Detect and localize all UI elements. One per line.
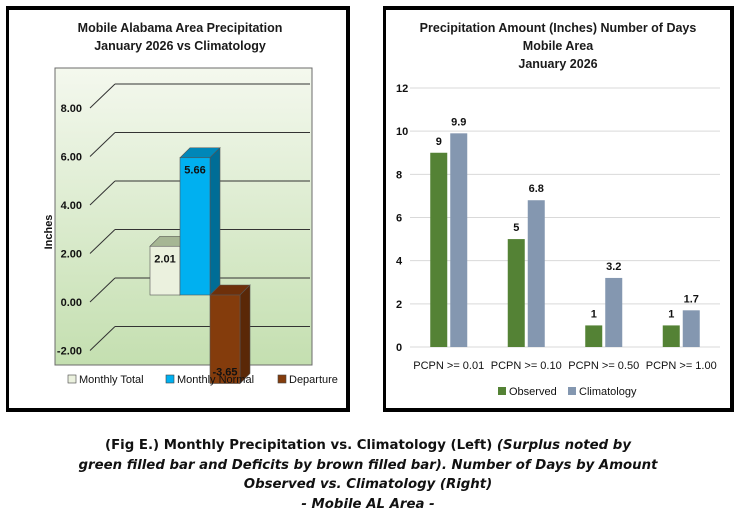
y-tick-label: 0 — [396, 342, 402, 354]
right-chart: Precipitation Amount (Inches) Number of … — [396, 21, 720, 398]
right-legend: Observed Climatology — [498, 386, 637, 398]
caption-line-2: green filled bar and Deficits by brown f… — [78, 457, 658, 473]
figure-caption: (Fig E.) Monthly Precipitation vs. Clima… — [0, 436, 736, 514]
left-y-ticks: -2.00 0.00 2.00 4.00 6.00 8.00 — [57, 103, 82, 358]
caption-line-4: - Mobile AL Area - — [301, 496, 435, 512]
legend-label: Observed — [509, 386, 557, 398]
y-tick-label: 12 — [396, 83, 408, 95]
caption-bold-text: (Fig E.) Monthly Precipitation vs. Clima… — [105, 438, 497, 453]
y-tick-label: 2 — [396, 299, 402, 311]
legend-item: Observed — [498, 386, 557, 398]
x-tick-label: PCPN >= 0.01 — [413, 360, 484, 372]
bar-front-face — [179, 157, 211, 296]
bar-data-label: 5 — [513, 222, 519, 234]
bar-data-label: 9 — [436, 136, 442, 148]
right-y-ticks: 0 2 4 6 8 10 12 — [396, 83, 408, 354]
legend-label: Monthly Normal — [177, 374, 254, 386]
bar-data-label: 5.66 — [184, 165, 205, 177]
y-tick-label: 8 — [396, 169, 402, 181]
legend-swatch — [277, 374, 287, 384]
bar-data-label: 9.9 — [451, 116, 466, 128]
gridline-floor-diagonal — [89, 229, 116, 254]
y-tick-label: 6.00 — [61, 152, 82, 164]
bar-data-label: 1 — [668, 308, 674, 320]
gridline-floor-diagonal — [89, 326, 116, 351]
bar-monthly-normal: 5.66 — [179, 147, 221, 296]
bar-observed — [430, 152, 448, 347]
bar-climatology — [682, 310, 700, 347]
caption-line-1: (Fig E.) Monthly Precipitation vs. Clima… — [0, 436, 736, 456]
right-x-ticks: PCPN >= 0.01 PCPN >= 0.10 PCPN >= 0.50 PCPN… — [413, 360, 716, 372]
bar-climatology — [605, 277, 623, 347]
bar-observed — [585, 325, 603, 347]
caption-line-3: Observed vs. Climatology (Right) — [243, 477, 493, 492]
x-tick-label: PCPN >= 0.50 — [568, 360, 639, 372]
bar-data-label: 1.7 — [684, 293, 699, 305]
legend-item: Monthly Total — [67, 374, 144, 386]
y-tick-label: 4.00 — [61, 200, 82, 212]
gridline-floor-diagonal — [89, 277, 116, 303]
y-tick-label: 4 — [396, 256, 403, 268]
left-chart: Mobile Alabama Area Precipitation Januar… — [43, 21, 338, 386]
bar-data-label: 3.2 — [606, 261, 621, 273]
legend-swatch — [67, 374, 77, 384]
bar-side-face — [239, 284, 251, 385]
y-tick-label: 8.00 — [61, 103, 82, 115]
bar-side-face — [209, 147, 221, 296]
legend-item: Climatology — [568, 386, 637, 398]
y-tick-label: 0.00 — [61, 297, 82, 309]
legend-swatch — [568, 387, 576, 395]
x-tick-label: PCPN >= 1.00 — [646, 360, 717, 372]
left-legend: Monthly Total Monthly Normal Departure — [67, 374, 338, 386]
left-bars: 2.01 5.66 -3.65 — [149, 147, 251, 385]
bar-data-label: 1 — [591, 308, 597, 320]
left-chart-subtitle: January 2026 vs Climatology — [94, 39, 266, 53]
legend-item: Monthly Normal — [165, 374, 254, 386]
gridline-floor-diagonal — [89, 180, 116, 206]
left-chart-title: Mobile Alabama Area Precipitation — [78, 21, 283, 35]
legend-label: Monthly Total — [79, 374, 144, 386]
legend-swatch — [165, 374, 175, 384]
legend-swatch — [498, 387, 506, 395]
y-tick-label: 2.00 — [61, 249, 82, 261]
y-tick-label: 10 — [396, 126, 408, 138]
caption-italic-text-1: (Surplus noted by — [496, 438, 631, 453]
y-tick-label: 6 — [396, 213, 402, 225]
gridline-floor-diagonal — [89, 83, 116, 109]
legend-item: Departure — [277, 374, 338, 386]
bar-front-face — [209, 294, 241, 384]
right-chart-title: Precipitation Amount (Inches) Number of … — [420, 21, 697, 35]
left-y-axis-label: Inches — [43, 215, 55, 250]
bar-data-label: -3.65 — [212, 367, 237, 379]
right-chart-subtitle-1: Mobile Area — [523, 39, 594, 53]
right-bars: 9 9.9 5 6.8 1 3.2 1 1.7 — [430, 116, 700, 347]
gridline-floor-diagonal — [89, 132, 116, 157]
bar-climatology — [527, 200, 545, 347]
bar-observed — [507, 239, 525, 347]
bar-climatology — [450, 133, 468, 347]
bar-front-face — [149, 245, 181, 296]
y-tick-label: -2.00 — [57, 346, 82, 358]
bar-data-label: 6.8 — [529, 183, 544, 195]
x-tick-label: PCPN >= 0.10 — [491, 360, 562, 372]
legend-label: Departure — [289, 374, 338, 386]
legend-label: Climatology — [579, 386, 637, 398]
bar-departure: -3.65 — [209, 284, 251, 385]
charts-canvas: Mobile Alabama Area Precipitation Januar… — [43, 21, 720, 398]
bar-data-label: 2.01 — [154, 253, 175, 265]
right-chart-subtitle-2: January 2026 — [518, 57, 597, 71]
bar-observed — [662, 325, 680, 347]
